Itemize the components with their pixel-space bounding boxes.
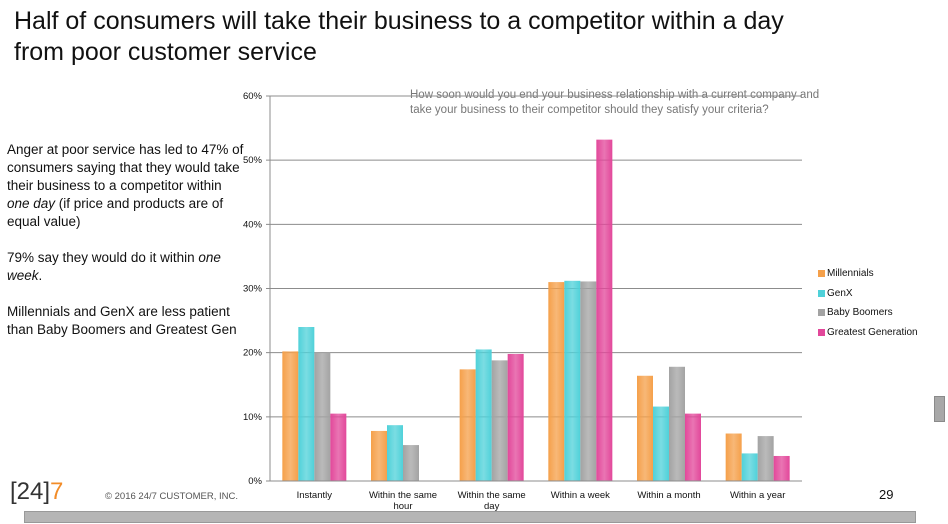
y-tick-label: 10% — [243, 412, 263, 423]
copyright-text: © 2016 24/7 CUSTOMER, INC. — [105, 491, 239, 502]
summary-p2-b: . — [38, 268, 43, 283]
bar-millennials — [371, 430, 387, 481]
legend-item: Millennials — [818, 264, 918, 284]
summary-paragraph-2: 79% say they would do it within one week… — [7, 249, 247, 285]
bar-greatest-generation — [685, 413, 701, 481]
bar-genx — [564, 280, 581, 481]
summary-paragraph-1: Anger at poor service has led to 47% of … — [7, 141, 247, 231]
logo-number: 24 — [16, 478, 44, 505]
summary-p1-b: (if price and products are of equal valu… — [7, 196, 224, 229]
slide-title-line1: Half of consumers will take their busine… — [14, 7, 784, 35]
chart-question: How soon would you end your business rel… — [410, 89, 820, 116]
y-tick-label: 40% — [243, 219, 263, 230]
vertical-scrollbar-thumb[interactable] — [934, 396, 945, 422]
legend-item: Greatest Generation — [818, 323, 918, 343]
legend-label: Greatest Generation — [827, 326, 918, 338]
x-category-label: Within a week — [551, 490, 610, 501]
legend-label: Baby Boomers — [827, 307, 893, 318]
brand-logo: [24]7 — [10, 478, 63, 506]
x-category-label: Within a year — [730, 490, 785, 501]
bar-greatest-generation — [773, 455, 790, 481]
bar-baby-boomers — [669, 366, 685, 481]
x-category-label: Within the same — [369, 490, 437, 501]
summary-p2-a: 79% say they would do it within — [7, 250, 199, 265]
logo-seven: 7 — [50, 478, 64, 505]
bar-baby-boomers — [314, 352, 331, 481]
chart-legend: Millennials GenX Baby Boomers Greatest Gene… — [818, 264, 918, 342]
y-tick-label: 60% — [243, 91, 263, 102]
x-category-label: Instantly — [297, 490, 333, 501]
bar-baby-boomers — [403, 445, 419, 481]
x-category-label: day — [484, 501, 500, 512]
x-category-label: hour — [393, 501, 412, 512]
x-category-label: Within the same — [458, 490, 526, 501]
legend-label: Millennials — [827, 268, 874, 279]
legend-swatch — [818, 309, 825, 317]
bar-greatest-generation — [507, 353, 524, 481]
legend-swatch — [818, 328, 825, 336]
y-tick-label: 0% — [248, 476, 262, 487]
slide-title: Half of consumers will take their busine… — [14, 6, 874, 68]
summary-paragraph-3: Millennials and GenX are less patient th… — [7, 304, 237, 337]
bar-baby-boomers — [757, 436, 774, 481]
y-tick-label: 20% — [243, 348, 263, 359]
bar-millennials — [459, 369, 476, 481]
y-tick-label: 50% — [243, 155, 263, 166]
bar-genx — [741, 453, 758, 481]
bar-millennials — [637, 375, 653, 481]
summary-text: Anger at poor service has led to 47% of … — [7, 141, 247, 357]
bar-baby-boomers — [491, 360, 508, 481]
bar-greatest-generation — [596, 139, 613, 481]
y-tick-label: 30% — [243, 284, 263, 295]
legend-swatch — [818, 270, 825, 278]
legend-label: GenX — [827, 287, 853, 299]
summary-p1-a: Anger at poor service has led to 47% of … — [7, 142, 244, 193]
logo-bracket-open: [ — [10, 478, 17, 505]
x-category-label: Within a month — [637, 490, 700, 501]
page-number: 29 — [879, 487, 894, 502]
summary-p1-em: one day — [7, 196, 56, 211]
legend-item: Baby Boomers — [818, 303, 918, 323]
horizontal-scrollbar-thumb[interactable] — [24, 511, 916, 523]
bar-genx — [298, 327, 315, 481]
bar-genx — [653, 406, 669, 481]
bar-millennials — [282, 351, 299, 481]
legend-swatch — [818, 289, 825, 297]
summary-p2-em: one week — [7, 250, 221, 283]
bar-millennials — [548, 282, 565, 481]
bar-greatest-generation — [330, 413, 347, 481]
bar-genx — [387, 425, 403, 481]
legend-item: GenX — [818, 284, 918, 304]
bar-baby-boomers — [580, 281, 597, 481]
slide-title-line2: from poor customer service — [14, 38, 317, 66]
bar-genx — [475, 349, 492, 481]
bar-millennials — [725, 433, 742, 481]
logo-bracket-close: ] — [43, 478, 51, 505]
